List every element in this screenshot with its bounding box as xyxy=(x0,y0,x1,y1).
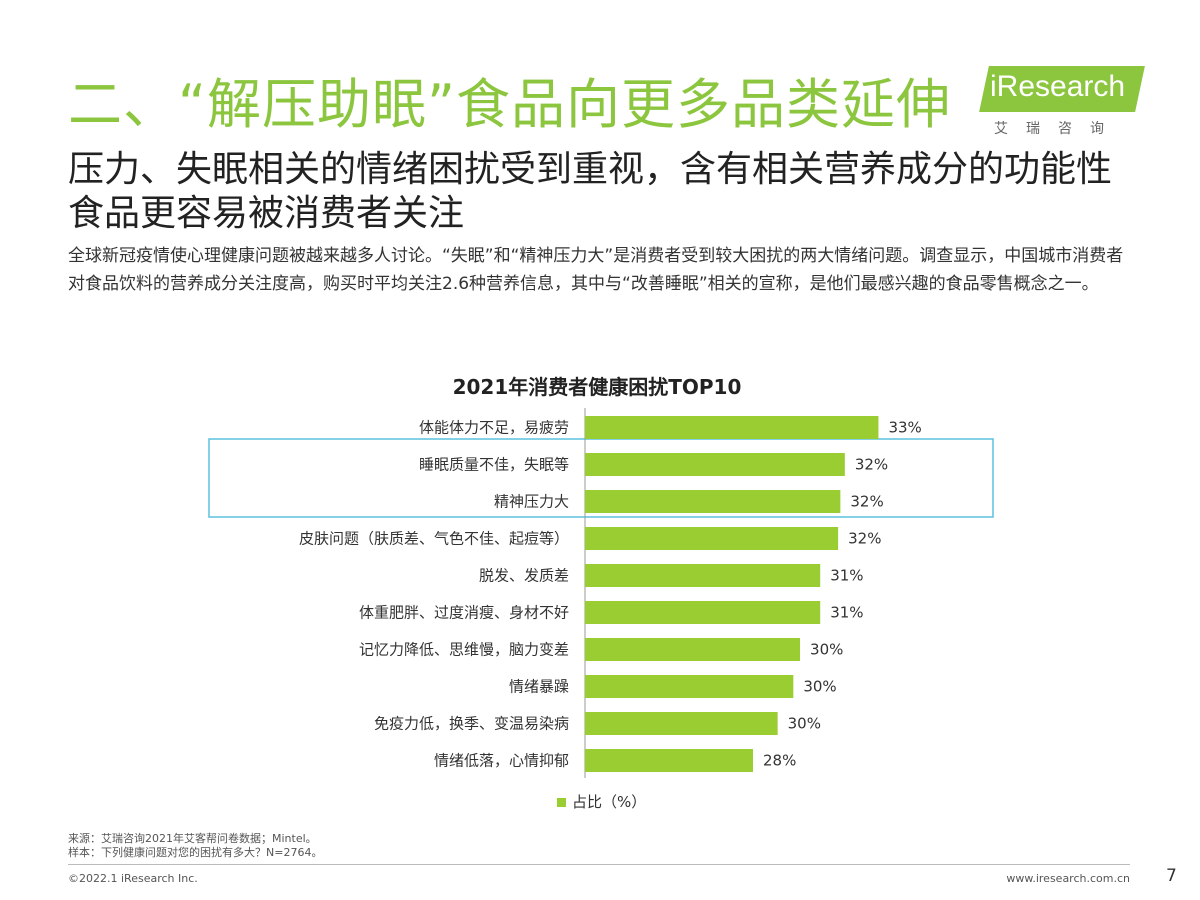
logo-text: iResearch xyxy=(990,70,1126,103)
bar-2 xyxy=(585,453,845,476)
page-title: 二、“解压助眠”食品向更多品类延伸 xyxy=(68,73,951,136)
bar-6 xyxy=(585,601,821,624)
category-label-1: 体能体力不足，易疲劳 xyxy=(419,419,569,437)
chart-title: 2021年消费者健康困扰TOP10 xyxy=(453,375,742,399)
bar-4 xyxy=(585,527,839,550)
bar-5 xyxy=(585,564,821,587)
value-label-3: 32% xyxy=(850,493,883,511)
value-label-8: 30% xyxy=(803,678,836,696)
page-subtitle: 压力、失眠相关的情绪困扰受到重视，含有相关营养成分的功能性食品更容易被消费者关注 xyxy=(68,149,1113,234)
website-link[interactable]: www.iresearch.com.cn xyxy=(1006,872,1130,885)
chart-legend: 占比（%） xyxy=(557,793,646,811)
category-label-7: 记忆力降低、思维慢，脑力变差 xyxy=(359,641,569,659)
category-label-3: 精神压力大 xyxy=(494,493,569,511)
value-label-2: 32% xyxy=(855,456,888,474)
category-label-5: 脱发、发质差 xyxy=(479,567,569,585)
page-description: 全球新冠疫情使心理健康问题被越来越多人讨论。“失眠”和“精神压力大”是消费者受到… xyxy=(68,246,1124,294)
bar-chart: 2021年消费者健康困扰TOP10 体能体力不足，易疲劳睡眠质量不佳，失眠等精神… xyxy=(208,375,994,811)
category-label-2: 睡眠质量不佳，失眠等 xyxy=(419,456,569,474)
source-line: 来源：艾瑞咨询2021年艾客帮问卷数据；Mintel。 xyxy=(68,832,317,845)
category-label-4: 皮肤问题（肤质差、气色不佳、起痘等） xyxy=(299,530,569,548)
sample-line: 样本：下列健康问题对您的困扰有多大？N=2764。 xyxy=(68,846,323,859)
value-label-4: 32% xyxy=(848,530,881,548)
bar-3 xyxy=(585,490,841,513)
category-label-10: 情绪低落，心情抑郁 xyxy=(434,752,569,770)
value-label-10: 28% xyxy=(763,752,796,770)
value-label-1: 33% xyxy=(888,419,921,437)
value-label-9: 30% xyxy=(788,715,821,733)
bar-9 xyxy=(585,712,778,735)
value-label-5: 31% xyxy=(830,567,863,585)
legend-label: 占比（%） xyxy=(572,793,646,811)
category-label-8: 情绪暴躁 xyxy=(509,678,569,696)
copyright: ©2022.1 iResearch Inc. xyxy=(68,872,198,885)
footer-divider xyxy=(68,864,1130,865)
source-note: 来源：艾瑞咨询2021年艾客帮问卷数据；Mintel。 样本：下列健康问题对您的… xyxy=(68,832,322,860)
bar-8 xyxy=(585,675,794,698)
value-label-6: 31% xyxy=(830,604,863,622)
bar-10 xyxy=(585,749,753,772)
iresearch-logo: iResearch 艾瑞咨询 xyxy=(979,60,1145,140)
bar-7 xyxy=(585,638,801,661)
logo-cn-text: 艾瑞咨询 xyxy=(994,121,1122,137)
value-label-7: 30% xyxy=(810,641,843,659)
legend-swatch xyxy=(557,798,566,807)
category-label-6: 体重肥胖、过度消瘦、身材不好 xyxy=(359,604,569,622)
bar-1 xyxy=(585,416,879,439)
page-number: 7 xyxy=(1166,866,1177,886)
category-label-9: 免疫力低，换季、变温易染病 xyxy=(374,715,569,733)
